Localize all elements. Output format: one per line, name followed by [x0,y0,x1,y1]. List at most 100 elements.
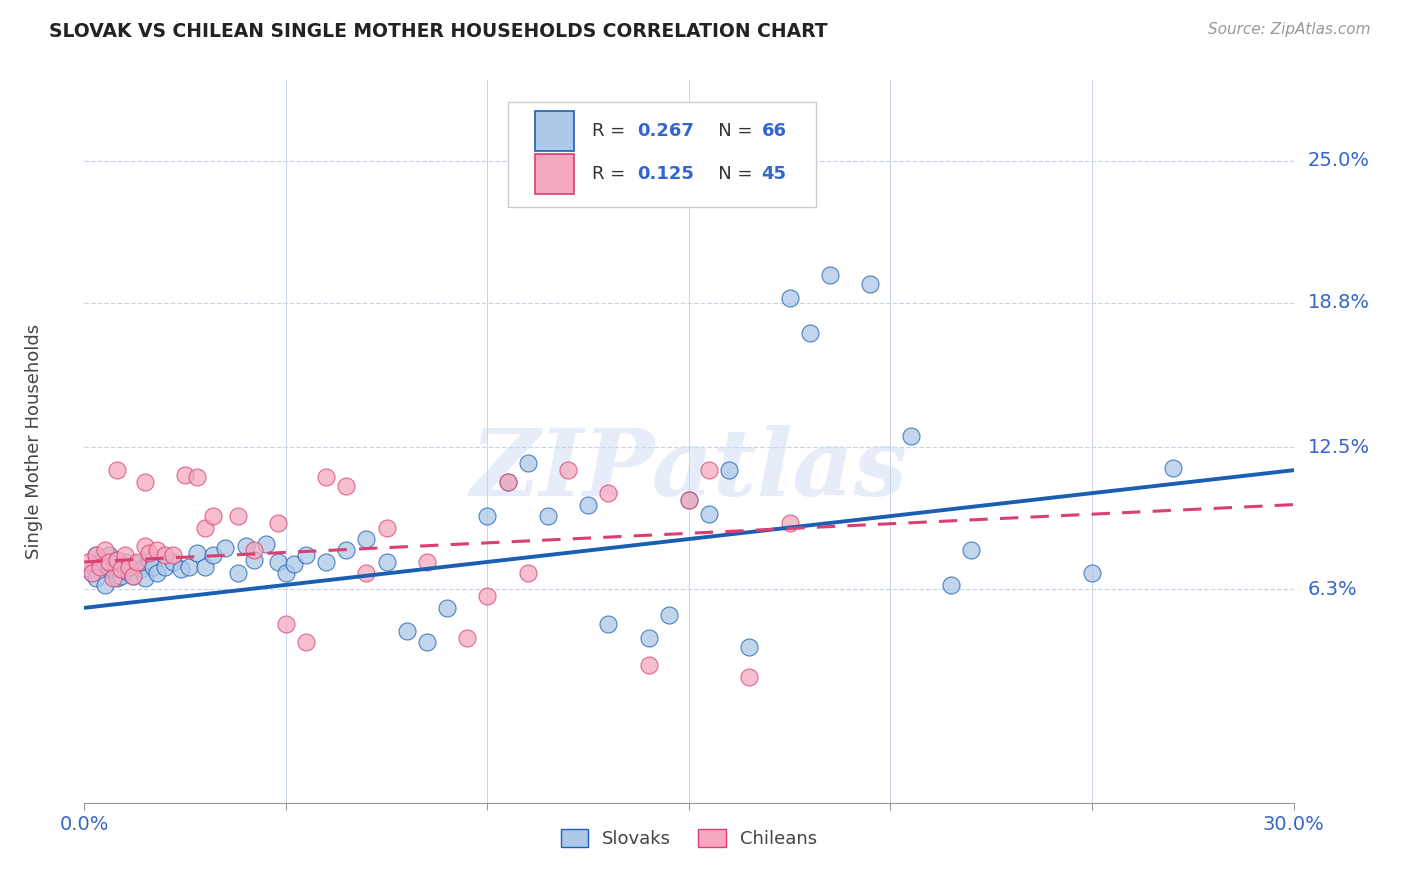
Point [138,546,160,560]
Point [637,658,659,673]
Point [295,635,318,649]
Text: 66: 66 [762,122,786,140]
Point [93,578,115,592]
Point [779,516,801,530]
Point [118,559,141,574]
Point [477,590,499,604]
Text: Source: ZipAtlas.com: Source: ZipAtlas.com [1208,22,1371,37]
Text: R =: R = [592,165,631,183]
Text: 25.0%: 25.0% [1308,151,1369,170]
Text: N =: N = [702,122,758,140]
Point [436,600,458,615]
Legend: Slovaks, Chileans: Slovaks, Chileans [554,822,824,855]
Text: ZIPatlas: ZIPatlas [471,425,907,516]
Point [105,552,128,566]
Point [295,548,318,562]
FancyBboxPatch shape [508,102,815,207]
Point [242,543,264,558]
Text: 0.125: 0.125 [637,165,693,183]
Point [274,616,297,631]
Point [153,559,176,574]
Point [134,539,156,553]
Point [105,571,128,585]
Point [315,470,337,484]
Point [516,566,538,581]
Point [138,552,160,566]
Point [101,562,124,576]
Point [267,555,290,569]
Point [186,546,208,560]
Point [598,486,620,500]
Point [134,571,156,585]
Point [697,463,720,477]
Point [125,558,148,572]
Point [153,548,176,562]
Point [105,552,128,566]
Point [77,562,100,576]
Text: 18.8%: 18.8% [1308,293,1369,312]
Point [179,559,201,574]
Point [235,539,257,553]
Point [110,562,132,576]
Point [496,475,519,489]
Point [242,552,264,566]
Point [202,548,225,562]
Point [121,568,143,582]
Point [110,568,132,582]
Point [375,520,398,534]
Point [202,509,225,524]
Point [416,635,439,649]
Point [960,543,983,558]
Point [97,559,120,574]
Point [818,268,841,283]
Point [356,566,378,581]
Point [477,509,499,524]
Point [939,578,962,592]
Point [356,532,378,546]
Point [697,507,720,521]
Point [170,562,193,576]
Point [114,548,136,562]
Point [186,470,208,484]
Text: 12.5%: 12.5% [1308,438,1369,457]
Point [335,543,357,558]
Point [1161,461,1184,475]
Point [859,277,882,292]
Point [101,571,124,585]
Text: Single Mother Households: Single Mother Households [24,324,42,559]
Point [97,555,120,569]
Point [537,509,560,524]
Point [105,463,128,477]
Point [77,555,100,569]
Point [146,566,169,581]
Point [637,631,659,645]
Text: 6.3%: 6.3% [1308,580,1357,599]
Point [146,543,169,558]
Point [598,616,620,631]
Point [315,555,337,569]
Point [162,548,184,562]
Point [496,475,519,489]
Point [174,467,197,482]
Point [142,559,165,574]
Point [86,571,108,585]
Point [900,429,922,443]
Point [416,555,439,569]
FancyBboxPatch shape [536,111,574,151]
Point [456,631,478,645]
Point [86,548,108,562]
Point [194,559,217,574]
Point [718,463,741,477]
Point [134,475,156,489]
Point [395,624,418,638]
Text: R =: R = [592,122,631,140]
Point [799,326,821,340]
Point [779,291,801,305]
Point [678,493,700,508]
Point [274,566,297,581]
Point [129,562,152,576]
Point [97,548,120,562]
Point [86,548,108,562]
Point [118,559,141,574]
Point [214,541,236,556]
